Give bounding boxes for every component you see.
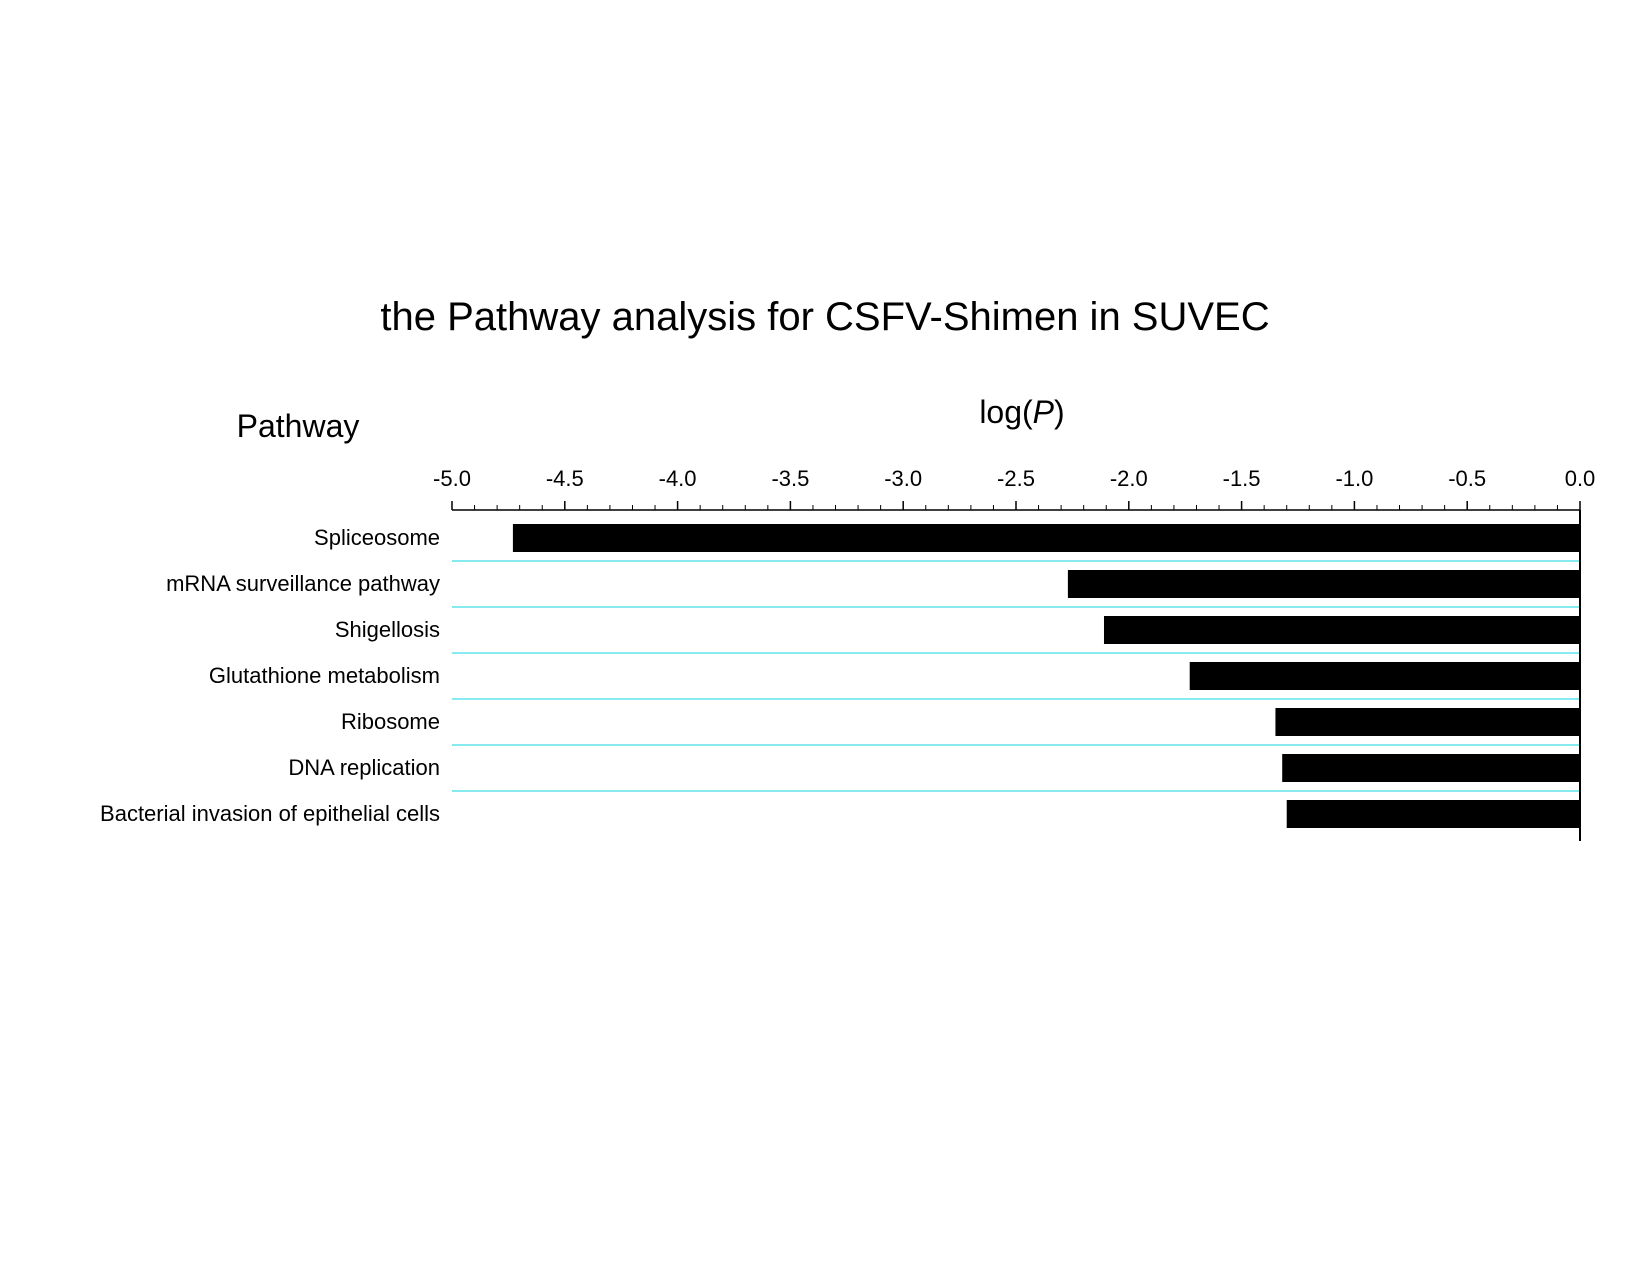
bar-3: [1103, 616, 1580, 644]
category-label: Bacterial invasion of epithelial cells: [100, 801, 440, 826]
x-tick-label: -2.5: [997, 466, 1035, 491]
x-axis-title-prefix: log(: [979, 394, 1033, 430]
x-tick-label: -2.0: [1110, 466, 1148, 491]
x-tick-label: -4.5: [546, 466, 584, 491]
category-label: Glutathione metabolism: [209, 663, 440, 688]
x-axis: -5.0 -4.5 -4.0 -3.5 -3.0 -2.5 -2.0 -1.5 -1.0 -0.5…: [433, 466, 1595, 841]
x-tick-label: -3.0: [884, 466, 922, 491]
x-tick-label: -4.0: [659, 466, 697, 491]
category-label: Spliceosome: [314, 525, 440, 550]
bar-7: [1286, 800, 1580, 828]
bar-4: [1189, 662, 1580, 690]
bars: [512, 524, 1580, 828]
x-tick-label: 0.0: [1565, 466, 1596, 491]
category-label: DNA replication: [288, 755, 440, 780]
x-tick-label: -0.5: [1448, 466, 1486, 491]
category-label: mRNA surveillance pathway: [166, 571, 440, 596]
category-labels: Spliceosome mRNA surveillance pathway Shig…: [100, 525, 440, 826]
x-tick-label: -1.0: [1335, 466, 1373, 491]
x-axis-title-suffix: ): [1054, 394, 1065, 430]
x-axis-title-italic: P: [1033, 394, 1055, 430]
chart-title: the Pathway analysis for CSFV-Shimen in …: [380, 295, 1269, 339]
x-tick-label: -5.0: [433, 466, 471, 491]
category-label: Ribosome: [341, 709, 440, 734]
category-label: Shigellosis: [335, 617, 440, 642]
x-tick-label: -3.5: [771, 466, 809, 491]
x-axis-title: log(P): [979, 394, 1064, 430]
bar-2: [1067, 570, 1580, 598]
y-axis-title: Pathway: [237, 408, 360, 444]
gridlines: [452, 560, 1580, 792]
bar-1: [512, 524, 1580, 552]
bar-5: [1275, 708, 1580, 736]
x-tick-label: -1.5: [1223, 466, 1261, 491]
bar-6: [1282, 754, 1580, 782]
